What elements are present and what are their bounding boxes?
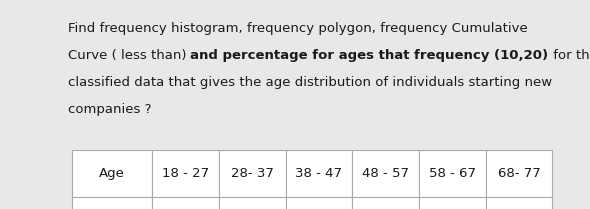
FancyBboxPatch shape	[352, 150, 419, 197]
Text: 48 - 57: 48 - 57	[362, 167, 409, 180]
FancyBboxPatch shape	[152, 197, 219, 209]
FancyBboxPatch shape	[286, 197, 352, 209]
Text: 68- 77: 68- 77	[497, 167, 540, 180]
Text: 28- 37: 28- 37	[231, 167, 274, 180]
FancyBboxPatch shape	[486, 150, 552, 197]
Text: for the: for the	[549, 49, 590, 62]
Text: Find frequency histogram, frequency polygon, frequency Cumulative: Find frequency histogram, frequency poly…	[68, 22, 527, 35]
Text: 58 - 67: 58 - 67	[429, 167, 476, 180]
FancyBboxPatch shape	[286, 150, 352, 197]
Text: classified data that gives the age distribution of individuals starting new: classified data that gives the age distr…	[68, 76, 552, 89]
Text: and percentage for ages that: and percentage for ages that	[191, 49, 415, 62]
FancyBboxPatch shape	[219, 150, 286, 197]
FancyBboxPatch shape	[72, 197, 152, 209]
FancyBboxPatch shape	[152, 150, 219, 197]
Text: Age: Age	[99, 167, 125, 180]
FancyBboxPatch shape	[219, 197, 286, 209]
Text: 18 - 27: 18 - 27	[162, 167, 209, 180]
FancyBboxPatch shape	[352, 197, 419, 209]
FancyBboxPatch shape	[419, 197, 486, 209]
FancyBboxPatch shape	[486, 197, 552, 209]
Text: Curve ( less than): Curve ( less than)	[68, 49, 191, 62]
Text: companies ?: companies ?	[68, 103, 151, 116]
Text: 38 - 47: 38 - 47	[296, 167, 342, 180]
Text: frequency (10,20): frequency (10,20)	[415, 49, 549, 62]
FancyBboxPatch shape	[72, 150, 152, 197]
FancyBboxPatch shape	[419, 150, 486, 197]
